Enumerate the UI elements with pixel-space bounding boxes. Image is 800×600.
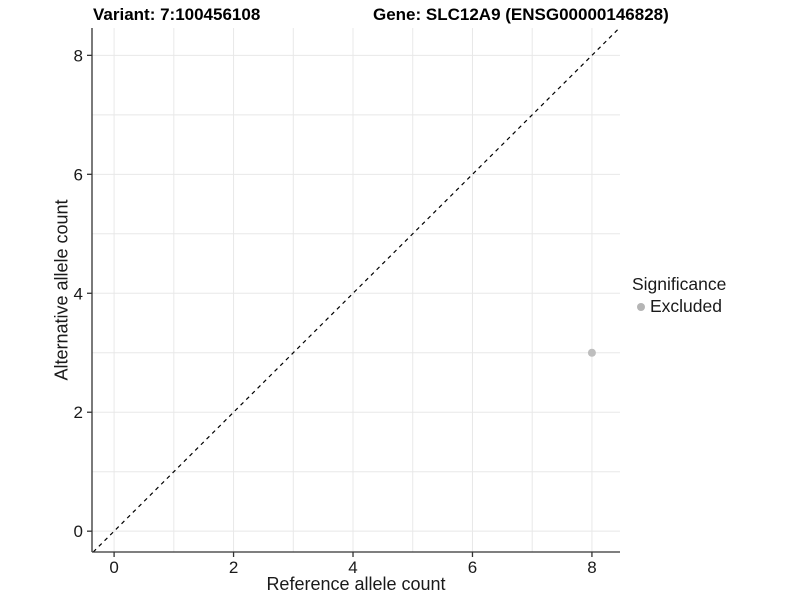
gene-title: Gene: SLC12A9 (ENSG00000146828) [373,5,669,24]
identity-dashed-line [92,27,620,553]
x-tick-label: 8 [587,558,596,577]
legend-title: Significance [632,274,727,294]
data-point [587,348,596,357]
y-tick-label: 0 [74,522,83,541]
legend-item-excluded: Excluded [632,296,726,317]
y-tick-label: 6 [74,165,83,184]
y-tick-label: 8 [74,46,83,65]
legend-item-label: Excluded [650,296,722,316]
x-tick-label: 2 [229,558,238,577]
x-axis-title: Reference allele count [266,574,446,594]
y-tick-label: 2 [74,403,83,422]
variant-title: Variant: 7:100456108 [93,5,261,24]
legend: Significance Excluded [632,274,726,317]
x-tick-label: 4 [348,558,357,577]
x-tick-label: 0 [109,558,118,577]
x-tick-label: 6 [468,558,477,577]
y-tick-label: 4 [74,284,83,303]
legend-point-icon [637,302,645,311]
y-axis-title: Alternative allele count [51,199,72,381]
